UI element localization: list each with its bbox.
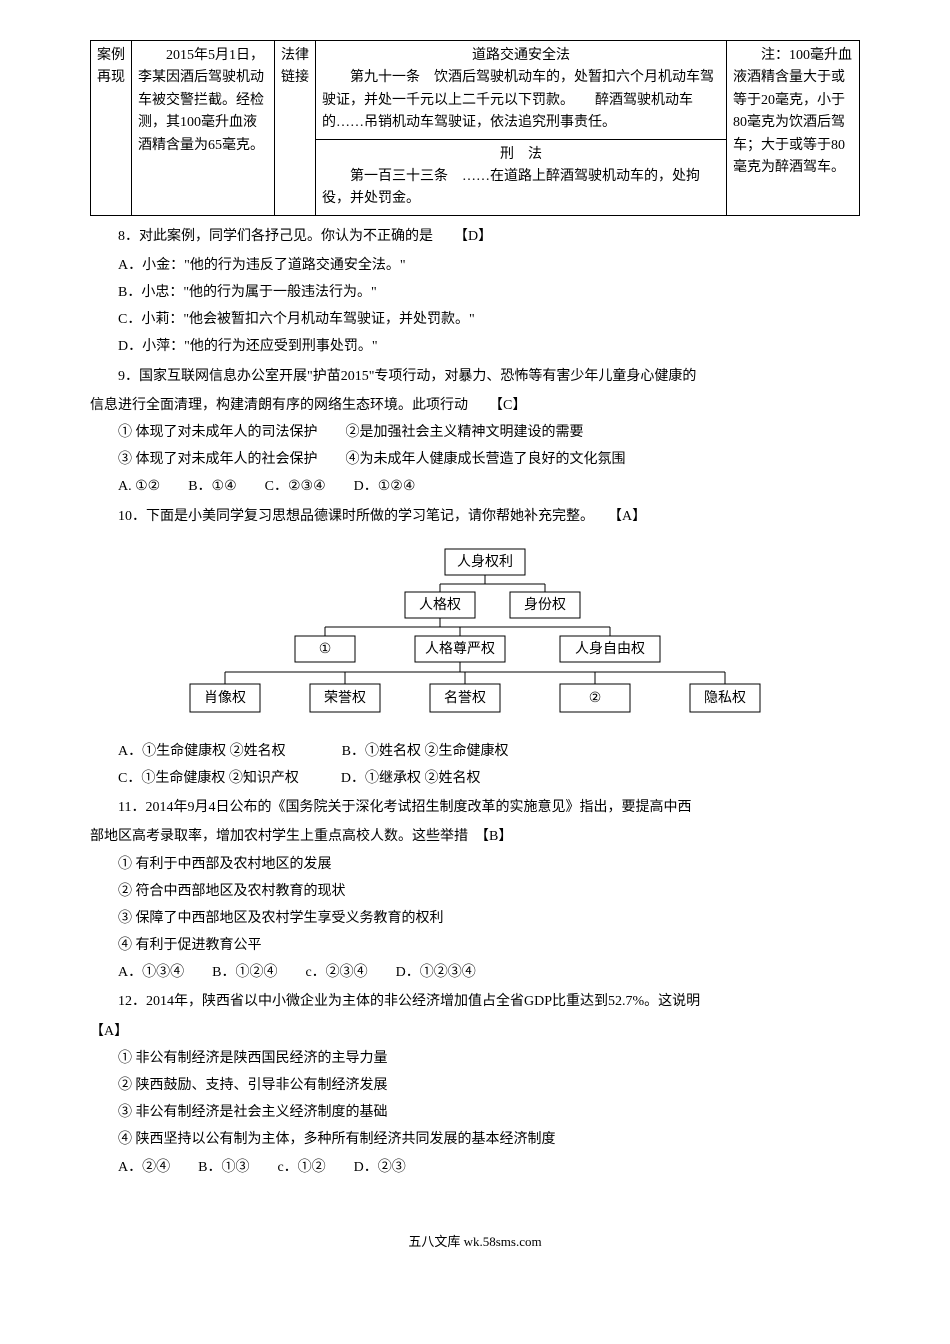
q10-stem: 10．下面是小美同学复习思想品德课时所做的学习笔记，请你帮她补充完整。 【A】 [90,504,860,529]
q9-line1: ① 体现了对未成年人的司法保护 ②是加强社会主义精神文明建设的需要 [90,420,860,445]
node-l4d: ② [589,691,602,706]
q9-line2: ③ 体现了对未成年人的社会保护 ④为未成年人健康成长营造了良好的文化氛围 [90,447,860,472]
q9-stem1: 9．国家互联网信息办公室开展"护苗2015"专项行动，对暴力、恐怖等有害少年儿童… [90,364,860,389]
node-l3b: 人格尊严权 [425,640,495,657]
node-root: 人身权利 [457,554,513,570]
law2-text: 第一百三十三条 ……在道路上醉酒驾驶机动车的，处拘役，并处罚金。 [322,166,720,211]
law2-cell: 刑 法 第一百三十三条 ……在道路上醉酒驾驶机动车的，处拘役，并处罚金。 [316,139,727,215]
q11-stem1: 11．2014年9月4日公布的《国务院关于深化考试招生制度改革的实施意见》指出，… [90,795,860,820]
node-l4a: 肖像权 [204,690,246,706]
law1-title: 道路交通安全法 [322,45,720,67]
law1-text: 第九十一条 饮酒后驾驶机动车的，处暂扣六个月机动车驾驶证，并处一千元以上二千元以… [322,67,720,134]
q8-stem: 8．对此案例，同学们各抒己见。你认为不正确的是 【D】 [90,224,860,249]
node-l3c: 人身自由权 [575,641,645,657]
node-l2a: 人格权 [419,597,461,613]
q9-opts: A. ①② B．①④ C．②③④ D．①②④ [90,474,860,499]
q12-opts: A．②④ B．①③ c．①② D．②③ [90,1155,860,1180]
law1-cell: 道路交通安全法 第九十一条 饮酒后驾驶机动车的，处暂扣六个月机动车驾驶证，并处一… [316,41,727,140]
q11-opts: A．①③④ B．①②④ c．②③④ D．①②③④ [90,960,860,985]
q12-stem1: 12．2014年，陕西省以中小微企业为主体的非公经济增加值占全省GDP比重达到5… [90,989,860,1014]
node-l3a: ① [319,642,332,657]
col1-header: 案例再现 [91,41,132,216]
q11-stem2: 部地区高考录取率，增加农村学生上重点高校人数。这些举措 【B】 [90,824,860,849]
note-cell: 注：100毫升血液酒精含量大于或等于20毫克，小于80毫克为饮酒后驾车；大于或等… [727,41,860,216]
q8-optA: A．小金："他的行为违反了道路交通安全法。" [90,253,860,278]
q8-optB: B．小忠："他的行为属于一般违法行为。" [90,280,860,305]
node-l4b: 荣誉权 [324,690,366,706]
q11-line2: ② 符合中西部地区及农村教育的现状 [90,879,860,904]
q12-line1: ① 非公有制经济是陕西国民经济的主导力量 [90,1046,860,1071]
q12-line3: ③ 非公有制经济是社会主义经济制度的基础 [90,1100,860,1125]
col3-label: 法律链接 [281,48,309,85]
q12-line4: ④ 陕西坚持以公有制为主体，多种所有制经济共同发展的基本经济制度 [90,1127,860,1152]
law2-title: 刑 法 [322,144,720,166]
footer: 五八文库 wk.58sms.com [90,1230,860,1253]
note-text: 注：100毫升血液酒精含量大于或等于20毫克，小于80毫克为饮酒后驾车；大于或等… [733,48,852,175]
q8-optC: C．小莉："他会被暂扣六个月机动车驾驶证，并处罚款。" [90,307,860,332]
rights-diagram: 人身权利 人格权 身份权 ① 人格尊严权 人身自由权 [165,544,785,724]
col1-label: 案例再现 [97,48,125,85]
q8-optD: D．小萍："他的行为还应受到刑事处罚。" [90,334,860,359]
case-text-cell: 2015年5月1日，李某因酒后驾驶机动车被交警拦截。经检测，其100毫升血液酒精… [132,41,275,216]
q12-stem2: 【A】 [90,1019,860,1044]
q9-stem2: 信息进行全面清理，构建清朗有序的网络生态环境。此项行动 【C】 [90,393,860,418]
node-l4c: 名誉权 [444,690,486,706]
q10-opts2: C．①生命健康权 ②知识产权 D．①继承权 ②姓名权 [90,766,860,791]
case-text: 2015年5月1日，李某因酒后驾驶机动车被交警拦截。经检测，其100毫升血液酒精… [138,48,264,153]
q12-line2: ② 陕西鼓励、支持、引导非公有制经济发展 [90,1073,860,1098]
diagram-svg: 人身权利 人格权 身份权 ① 人格尊严权 人身自由权 [165,544,785,724]
q10-opts1: A．①生命健康权 ②姓名权 B．①姓名权 ②生命健康权 [90,739,860,764]
q11-line4: ④ 有利于促进教育公平 [90,933,860,958]
col3-header: 法律链接 [275,41,316,216]
node-l2b: 身份权 [524,597,566,613]
q11-line1: ① 有利于中西部及农村地区的发展 [90,852,860,877]
node-l4e: 隐私权 [704,690,746,706]
case-law-table: 案例再现 2015年5月1日，李某因酒后驾驶机动车被交警拦截。经检测，其100毫… [90,40,860,216]
q11-line3: ③ 保障了中西部地区及农村学生享受义务教育的权利 [90,906,860,931]
